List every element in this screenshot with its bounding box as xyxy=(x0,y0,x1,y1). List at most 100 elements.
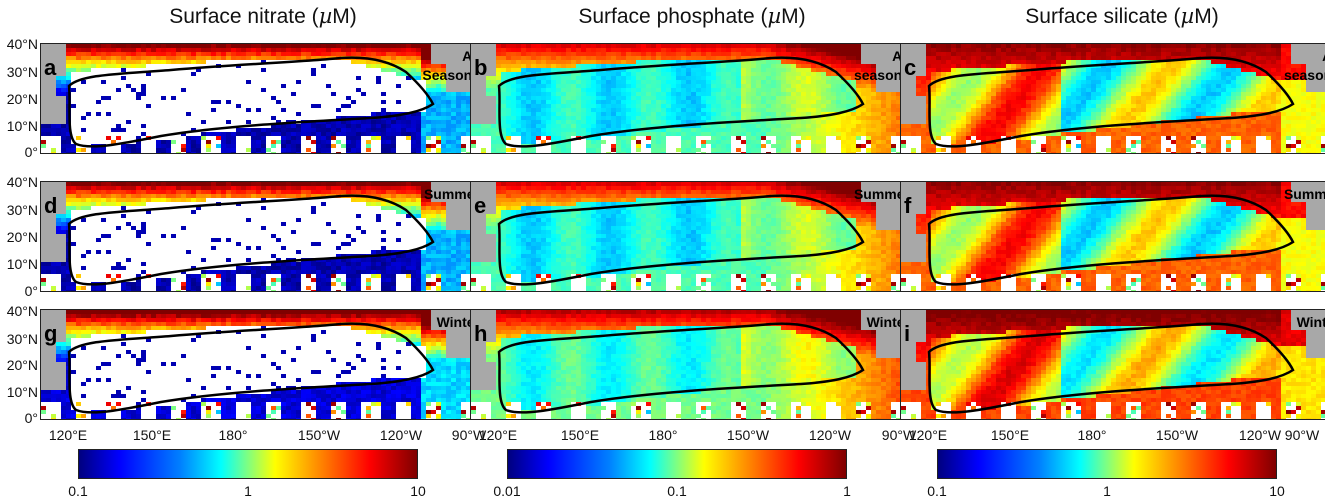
map-cell xyxy=(241,136,246,140)
map-cell xyxy=(701,112,706,116)
map-cell xyxy=(606,152,611,153)
map-cell xyxy=(481,76,486,80)
map-cell xyxy=(576,76,581,80)
map-cell xyxy=(146,100,151,104)
map-cell xyxy=(616,96,621,100)
map-cell xyxy=(351,68,356,72)
map-cell xyxy=(826,132,831,136)
map-cell xyxy=(736,116,741,120)
map-cell xyxy=(141,132,146,136)
map-cell xyxy=(511,48,516,52)
map-cell xyxy=(481,64,486,68)
map-cell xyxy=(81,104,86,108)
map-cell xyxy=(496,60,501,64)
map-cell xyxy=(376,100,381,104)
map-cell xyxy=(811,136,816,140)
map-cell xyxy=(131,136,136,140)
map-cell xyxy=(91,60,96,64)
map-cell xyxy=(821,60,826,64)
map-cell xyxy=(256,76,261,80)
map-cell xyxy=(606,60,611,64)
map-cell xyxy=(251,80,256,84)
map-cell xyxy=(461,136,466,140)
map-cell xyxy=(196,116,201,120)
map-cell xyxy=(161,152,166,153)
map-cell xyxy=(596,76,601,80)
map-cell xyxy=(581,84,586,88)
map-cell xyxy=(256,144,261,148)
map-cell xyxy=(126,124,131,128)
map-cell xyxy=(726,140,731,144)
map-cell xyxy=(771,100,776,104)
map-cell xyxy=(151,144,156,148)
map-cell xyxy=(86,148,91,152)
map-cell xyxy=(206,148,211,152)
map-cell xyxy=(521,132,526,136)
map-cell xyxy=(661,92,666,96)
map-cell xyxy=(541,60,546,64)
map-cell xyxy=(341,104,346,108)
map-cell xyxy=(771,60,776,64)
map-cell xyxy=(836,120,841,124)
map-cell xyxy=(431,68,436,72)
map-cell xyxy=(666,112,671,116)
map-cell xyxy=(251,60,256,64)
map-cell xyxy=(826,152,831,153)
map-cell xyxy=(596,64,601,68)
map-cell xyxy=(481,44,486,48)
map-cell xyxy=(706,96,711,100)
map-cell xyxy=(161,144,166,148)
map-cell xyxy=(556,68,561,72)
map-cell xyxy=(556,108,561,112)
map-cell xyxy=(361,100,366,104)
map-cell xyxy=(391,48,396,52)
map-cell xyxy=(571,152,576,153)
map-cell xyxy=(851,96,856,100)
map-cell xyxy=(46,112,51,116)
map-cell xyxy=(621,100,626,104)
map-cell xyxy=(886,48,891,52)
map-cell xyxy=(286,136,291,140)
map-cell xyxy=(201,64,206,68)
map-cell xyxy=(401,88,406,92)
map-cell xyxy=(246,96,251,100)
map-cell xyxy=(266,44,271,48)
map-cell xyxy=(186,100,191,104)
map-cell xyxy=(556,120,561,124)
map-cell xyxy=(611,120,616,124)
map-cell xyxy=(381,108,386,112)
map-cell xyxy=(896,88,901,92)
map-cell xyxy=(881,120,886,124)
map-cell xyxy=(151,96,156,100)
map-cell xyxy=(96,84,101,88)
map-cell xyxy=(801,76,806,80)
map-cell xyxy=(846,144,851,148)
map-cell xyxy=(791,132,796,136)
map-cell xyxy=(696,144,701,148)
map-cell xyxy=(776,88,781,92)
map-cell xyxy=(521,64,526,68)
map-cell xyxy=(761,60,766,64)
map-cell xyxy=(591,108,596,112)
map-cell xyxy=(736,64,741,68)
map-cell xyxy=(176,76,181,80)
map-cell xyxy=(491,128,496,132)
map-cell xyxy=(126,148,131,152)
map-cell xyxy=(486,120,491,124)
map-cell xyxy=(481,84,486,88)
map-cell xyxy=(371,56,376,60)
map-cell xyxy=(396,44,401,48)
map-cell xyxy=(51,100,56,104)
map-cell xyxy=(836,44,841,48)
map-cell xyxy=(461,88,466,92)
map-cell xyxy=(681,108,686,112)
map-cell xyxy=(716,48,721,52)
map-cell xyxy=(856,80,861,84)
map-cell xyxy=(666,56,671,60)
map-cell xyxy=(226,112,231,116)
map-cell xyxy=(226,80,231,84)
map-cell xyxy=(276,104,281,108)
map-cell xyxy=(596,44,601,48)
map-cell xyxy=(456,112,461,116)
map-cell xyxy=(161,132,166,136)
